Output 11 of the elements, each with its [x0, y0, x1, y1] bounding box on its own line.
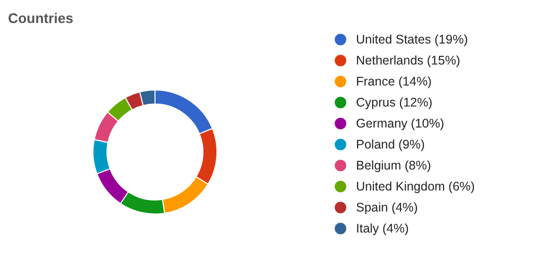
legend-label: United States (19%) [356, 32, 468, 46]
legend-label: Belgium (8%) [356, 158, 432, 172]
legend-label: Italy (4%) [356, 222, 409, 236]
legend-label: United Kingdom (6%) [356, 180, 475, 194]
legend-label: Netherlands (15%) [356, 54, 460, 68]
legend-label: Spain (4%) [356, 200, 418, 214]
legend-label: Poland (9%) [356, 138, 425, 152]
legend-label: France (14%) [356, 74, 432, 88]
legend-label: Germany (10%) [356, 116, 444, 130]
legend-label: Cyprus (12%) [356, 96, 432, 110]
chart-title: Countries [8, 10, 74, 26]
